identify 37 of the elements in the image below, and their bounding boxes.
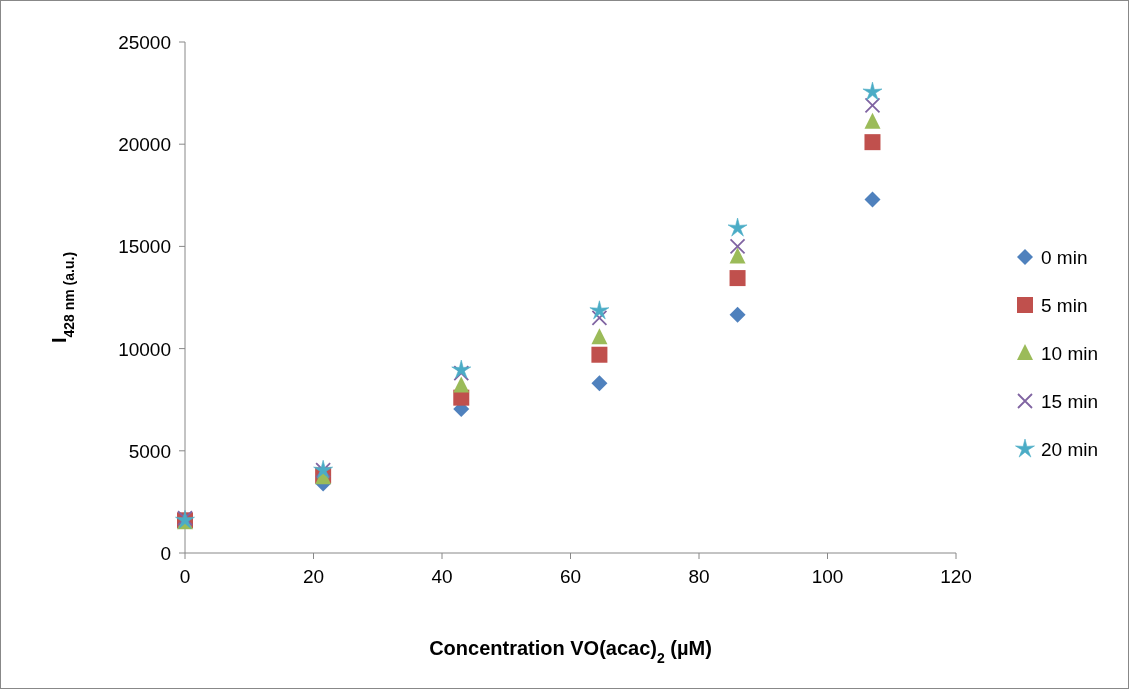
x-tick-label: 120 (940, 566, 972, 587)
point (727, 217, 748, 237)
legend-label: 15 min (1041, 391, 1099, 412)
point (864, 97, 881, 114)
y-tick-label: 15000 (118, 236, 171, 258)
point (729, 247, 746, 264)
x-tick-label: 60 (559, 566, 582, 587)
legend-label: 5 min (1041, 295, 1088, 316)
legend-label: 10 min (1041, 343, 1099, 364)
y-tick-label: 10000 (118, 338, 171, 360)
point (451, 359, 472, 379)
y-tick-label: 0 (160, 543, 171, 564)
point (453, 365, 470, 382)
x-tick-label: 20 (302, 566, 325, 587)
point (591, 346, 608, 363)
point (864, 134, 881, 151)
x-tick-label: 100 (811, 566, 844, 587)
x-tick-label: 0 (179, 566, 191, 587)
x-tick-label: 80 (688, 566, 710, 587)
point (862, 81, 883, 101)
point (864, 191, 881, 208)
y-tick-label: 20000 (118, 134, 171, 156)
legend-label: 0 min (1041, 247, 1088, 268)
y-tick-label: 25000 (118, 32, 171, 53)
point (729, 306, 746, 323)
point (591, 310, 608, 326)
legend-label: 20 min (1041, 439, 1099, 460)
point (591, 328, 608, 345)
point (589, 300, 610, 320)
point (591, 375, 608, 392)
point (729, 238, 746, 255)
point (453, 376, 470, 393)
y-tick-label: 5000 (128, 440, 171, 462)
x-axis-title: Concentration VO(acac)$_{2}$ (µM) (429, 637, 712, 666)
point (864, 112, 881, 129)
x-tick-label: 40 (431, 566, 453, 587)
point (729, 270, 746, 287)
